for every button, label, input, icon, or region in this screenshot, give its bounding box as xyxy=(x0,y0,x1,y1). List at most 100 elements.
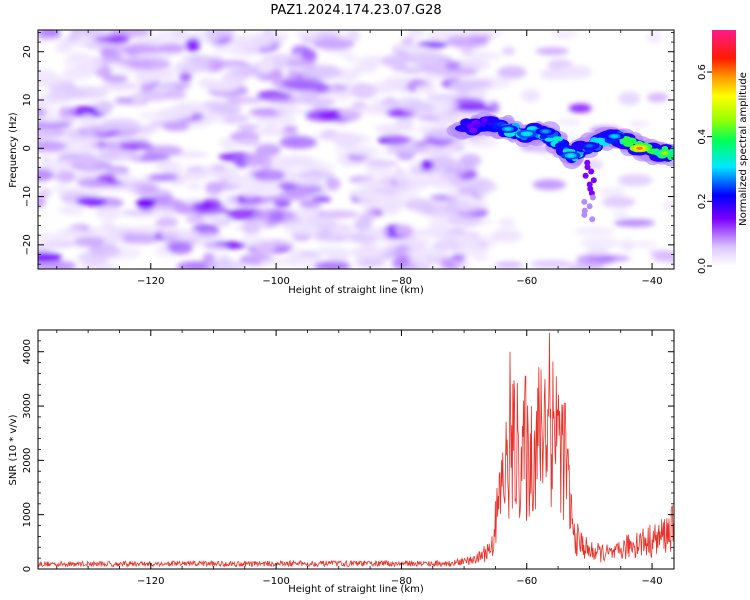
heatmap-noise-blob xyxy=(299,199,321,209)
heatmap-noise-blob xyxy=(160,228,201,239)
heatmap-noise-blob xyxy=(662,200,674,211)
heatmap-y-tick-label: 0 xyxy=(22,145,33,151)
heatmap-noise-blob xyxy=(440,257,453,269)
snr-y-tick-label: 4000 xyxy=(22,339,33,364)
heatmap-noise-blob xyxy=(628,120,651,128)
heatmap-noise-blob xyxy=(202,252,216,264)
heatmap-y-tick-label: −10 xyxy=(22,186,33,207)
heatmap-noise-blob xyxy=(647,92,669,103)
snr-x-tick-label: −60 xyxy=(516,576,537,587)
heatmap-noise-blob xyxy=(131,95,145,107)
heatmap-noise-blob xyxy=(286,69,300,78)
heatmap-noise-blob xyxy=(158,70,172,80)
heatmap-noise-blob xyxy=(381,54,409,68)
heatmap-noise-blob xyxy=(362,211,377,220)
heatmap-noise-blob xyxy=(458,59,491,71)
heatmap-signal-core xyxy=(544,137,555,142)
heatmap-noise-blob xyxy=(453,104,494,112)
heatmap-noise-blob xyxy=(348,247,385,258)
heatmap-noise-blob xyxy=(300,65,343,79)
heatmap-noise-blob xyxy=(38,32,62,41)
heatmap-noise-blob xyxy=(414,85,437,93)
heatmap-noise-blob xyxy=(325,177,341,191)
heatmap-noise-blob xyxy=(252,182,285,193)
heatmap-noise-blob xyxy=(38,121,72,129)
heatmap-noise-blob xyxy=(407,30,425,40)
heatmap-noise-blob xyxy=(287,158,324,170)
heatmap-noise-blob xyxy=(402,101,436,115)
heatmap-noise-blob xyxy=(185,215,207,224)
heatmap-noise-blob xyxy=(137,71,166,82)
heatmap-noise-blob xyxy=(173,61,212,73)
heatmap-noise-blob xyxy=(95,85,137,92)
heatmap-noise-blob xyxy=(38,252,62,263)
heatmap-noise-blob xyxy=(336,90,352,101)
heatmap-noise-blob xyxy=(244,152,265,167)
heatmap-noise-blob xyxy=(401,36,415,47)
heatmap-noise-blob xyxy=(155,30,192,43)
colorbar-label: Normalized spectral amplitude xyxy=(738,72,749,226)
heatmap-signal-tail xyxy=(582,172,589,179)
heatmap-noise-blob xyxy=(157,43,186,54)
heatmap-x-axis-label: Height of straight line (km) xyxy=(288,285,424,296)
heatmap-noise-blob xyxy=(551,30,578,39)
heatmap-signal-tail xyxy=(589,216,596,223)
heatmap-noise-blob xyxy=(58,106,77,118)
heatmap-noise-blob xyxy=(205,259,246,269)
heatmap-noise-blob xyxy=(207,244,228,252)
heatmap-noise-blob xyxy=(52,184,67,194)
heatmap-x-tick-label: −100 xyxy=(262,276,289,287)
heatmap-x-tick-label: −60 xyxy=(516,276,537,287)
heatmap-signal-tail xyxy=(584,159,591,166)
heatmap-signal-tail xyxy=(581,207,588,214)
heatmap-noise-blob xyxy=(258,126,282,137)
heatmap-frame xyxy=(37,29,675,270)
heatmap-noise-blob xyxy=(353,62,379,73)
heatmap-noise-blob xyxy=(617,174,653,187)
heatmap-noise-blob xyxy=(38,168,55,182)
heatmap-noise-blob xyxy=(358,260,386,267)
heatmap-signal-hotspot xyxy=(504,127,512,131)
heatmap-noise-blob xyxy=(258,258,298,265)
chart-title: PAZ1.2024.174.23.07.G28 xyxy=(270,3,441,18)
heatmap-noise-blob xyxy=(377,124,400,137)
heatmap-noise-blob xyxy=(612,211,629,218)
heatmap-noise-blob xyxy=(634,240,658,249)
heatmap-signal-tail xyxy=(589,194,596,201)
heatmap-y-tick-label: 20 xyxy=(22,45,33,58)
heatmap-noise-blob xyxy=(386,144,430,155)
snr-y-tick-label: 3000 xyxy=(22,393,33,418)
heatmap-noise-blob xyxy=(521,89,540,103)
heatmap-noise-blob xyxy=(97,225,140,232)
heatmap-signal-tail xyxy=(590,177,597,184)
heatmap-noise-blob xyxy=(542,69,581,80)
heatmap-signal-core xyxy=(478,126,485,132)
heatmap-noise-blob xyxy=(468,51,502,61)
heatmap-noise-blob xyxy=(419,144,458,157)
heatmap-noise-blob xyxy=(357,193,398,207)
heatmap-noise-blob xyxy=(532,179,566,191)
heatmap-noise-blob xyxy=(56,207,79,214)
heatmap-noise-blob xyxy=(448,79,493,90)
heatmap-noise-blob xyxy=(120,209,159,216)
heatmap-noise-blob xyxy=(38,261,76,269)
heatmap-noise-blob xyxy=(279,135,318,149)
heatmap-noise-blob xyxy=(273,199,292,208)
heatmap-signal-hotspot xyxy=(610,134,618,138)
heatmap-noise-blob xyxy=(54,44,72,53)
heatmap-noise-blob xyxy=(157,214,178,226)
heatmap-noise-blob xyxy=(472,254,490,261)
heatmap-noise-blob xyxy=(170,171,210,181)
heatmap-noise-blob xyxy=(265,96,301,105)
heatmap-signal-tail xyxy=(588,168,595,175)
heatmap-noise-blob xyxy=(218,102,242,116)
heatmap-noise-blob xyxy=(95,100,114,113)
heatmap-signal-tail xyxy=(581,211,588,218)
heatmap-noise-blob xyxy=(408,52,449,67)
heatmap-noise-blob xyxy=(38,108,47,117)
heatmap-signal-tail xyxy=(586,181,593,188)
heatmap-noise-blob xyxy=(420,159,434,171)
heatmap-noise-blob xyxy=(468,181,498,193)
heatmap-noise-blob xyxy=(101,48,123,60)
